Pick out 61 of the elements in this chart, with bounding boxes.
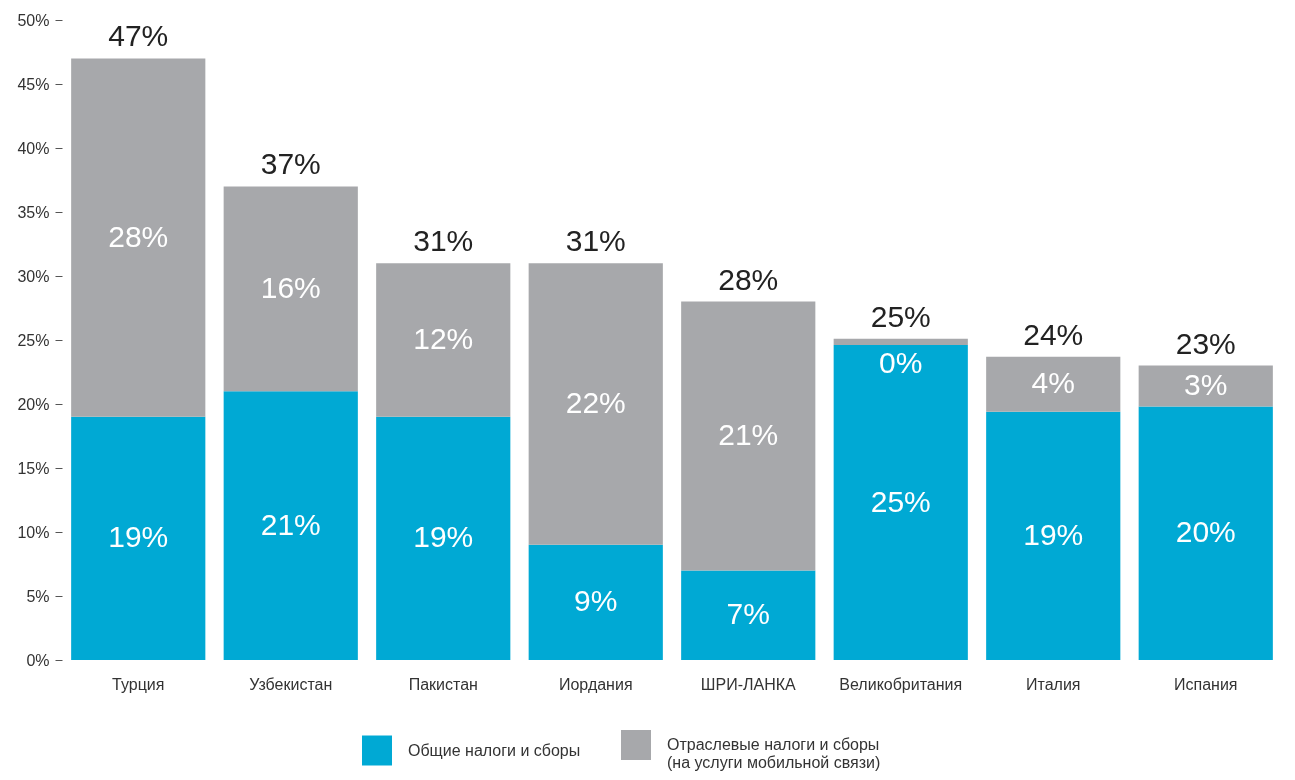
x-tick-label: Пакистан [408, 675, 478, 693]
bar [1138, 406, 1273, 660]
bar [833, 338, 968, 346]
data-label: 28% [108, 219, 169, 253]
total-label: 47% [108, 19, 169, 53]
data-label: 7% [726, 597, 770, 631]
x-tick-label: Италия [1026, 675, 1081, 693]
y-tick-label: 45% [17, 75, 50, 93]
x-tick-label: Иордания [558, 675, 633, 693]
data-label: 0% [879, 346, 923, 380]
x-tick-label: Узбекистан [249, 675, 333, 693]
x-tick-label: Великобритания [839, 675, 963, 693]
data-label: 21% [718, 418, 779, 451]
y-tick-label: 10% [17, 523, 50, 541]
total-label: 37% [260, 147, 321, 181]
data-label: 22% [565, 386, 626, 419]
bar [376, 263, 511, 417]
y-tick-label: 35% [17, 203, 50, 221]
y-tick-label: 25% [17, 331, 50, 349]
data-label: 19% [413, 520, 474, 554]
data-label: 9% [574, 584, 618, 618]
legend-label: Общие налоги и сборы [408, 741, 581, 759]
y-tick-label: 15% [17, 459, 50, 477]
bar [681, 570, 816, 660]
data-label: 21% [260, 507, 321, 541]
y-tick-label: 30% [17, 267, 50, 285]
data-label: 4% [1031, 366, 1075, 400]
bar [986, 411, 1121, 660]
total-label: 24% [1023, 317, 1084, 351]
total-label: 31% [413, 224, 474, 258]
data-label: 3% [1184, 368, 1228, 402]
bar [528, 263, 663, 545]
y-tick-label: 0% [26, 651, 50, 669]
bar [71, 58, 206, 417]
y-tick-label: 20% [17, 395, 50, 413]
bar [528, 544, 663, 660]
data-label: 19% [1023, 517, 1084, 551]
total-label: 31% [565, 224, 626, 258]
x-tick-label: Турция [112, 675, 165, 693]
y-tick-label: 50% [17, 11, 50, 29]
y-tick-label: 5% [26, 587, 50, 605]
bar [1138, 365, 1273, 407]
total-label: 25% [870, 299, 931, 333]
bar [376, 416, 511, 660]
bar [223, 391, 358, 660]
data-label: 12% [413, 322, 474, 355]
bar [986, 356, 1121, 412]
bar [223, 186, 358, 392]
bar [681, 301, 816, 571]
bar [833, 345, 968, 660]
x-tick-label: Испания [1174, 675, 1238, 693]
total-label: 23% [1175, 326, 1236, 360]
bar [71, 416, 206, 660]
data-label: 19% [108, 520, 169, 554]
data-label: 25% [870, 484, 931, 518]
legend-label: Отраслевые налоги и сборы (на услуги мобильной связи) [667, 736, 881, 771]
y-tick-label: 40% [17, 139, 50, 157]
data-label: 20% [1175, 515, 1236, 549]
total-label: 28% [718, 262, 779, 296]
x-tick-label: ШРИ-ЛАНКА [700, 675, 797, 693]
data-label: 16% [260, 270, 321, 304]
